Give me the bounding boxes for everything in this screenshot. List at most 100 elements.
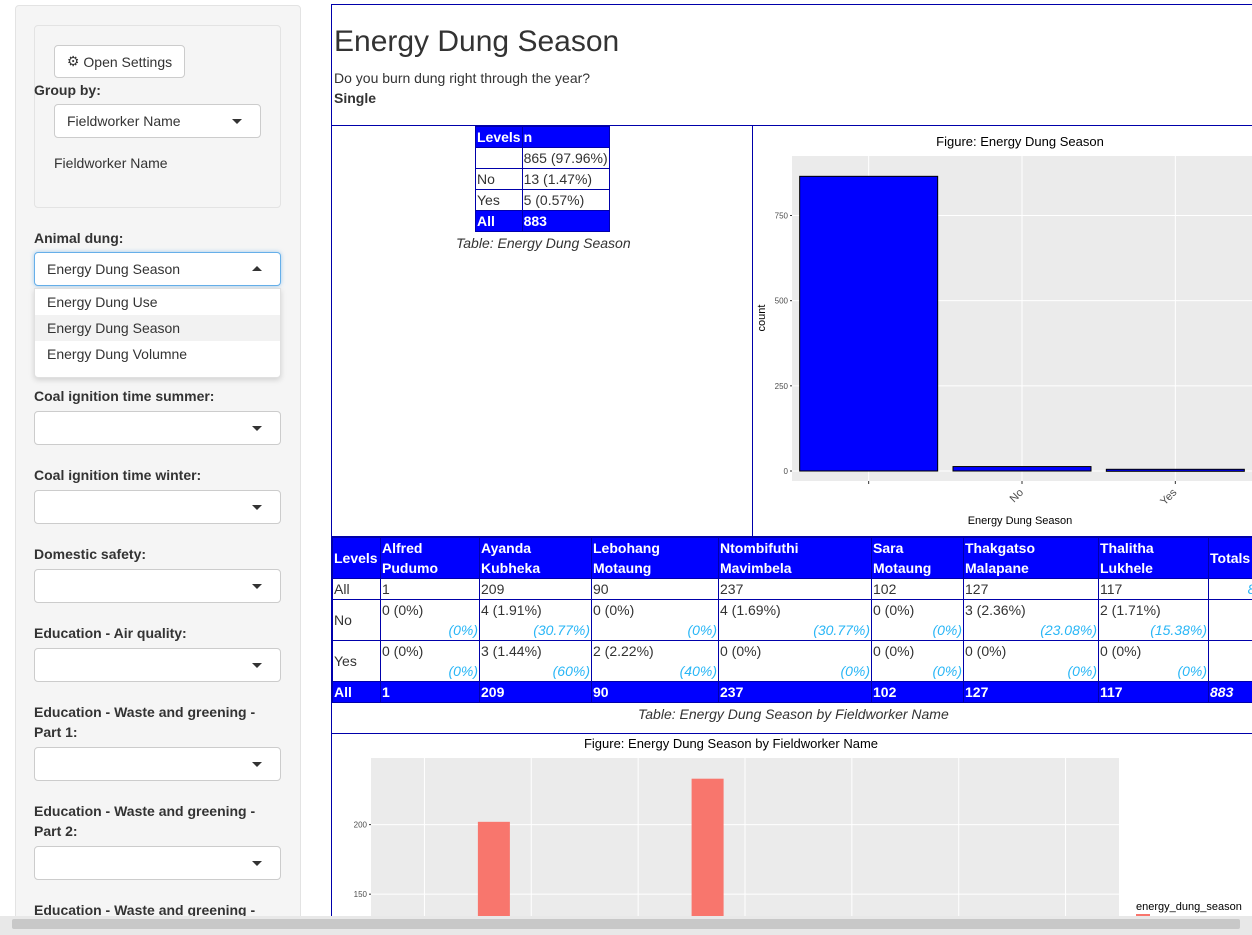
table-row: All 1 209 90 237 102 127 117 883 — [332, 578, 1252, 600]
header-cell: Lebohang Motaung — [591, 537, 719, 579]
value-cell: 1 — [380, 578, 480, 600]
divider — [332, 733, 1252, 734]
total-cell: 883 — [1208, 578, 1252, 600]
grouped-bar-chart: Figure: Energy Dung Season by Fieldworke… — [354, 736, 1242, 916]
domestic-safety-select[interactable] — [34, 569, 281, 603]
domestic-safety-label: Domestic safety: — [34, 546, 147, 562]
group-by-label: Group by: — [34, 82, 101, 98]
chevron-up-icon — [252, 266, 262, 271]
divider — [332, 125, 1252, 126]
main-panel: Energy Dung Season Do you burn dung righ… — [331, 4, 1252, 916]
page-title: Energy Dung Season — [334, 25, 620, 58]
chevron-down-icon — [252, 426, 262, 431]
chevron-down-icon — [252, 762, 262, 767]
animal-dung-dropdown: Energy Dung Use Energy Dung Season Energ… — [34, 288, 281, 378]
y-tick-label: 500 — [775, 297, 789, 306]
total-value: 237 — [718, 681, 872, 703]
animal-dung-select[interactable]: Energy Dung Season — [34, 252, 281, 286]
table-row: No 0 (0%) (0%) 4 (1.91%) (30.77%) 0 (0%) (0… — [332, 599, 1252, 641]
x-axis-label: Energy Dung Season — [968, 515, 1073, 527]
education-waste-3-label: Education - Waste and greening - — [34, 902, 256, 918]
value-cell: 0 (0%) (0%) — [1098, 640, 1209, 682]
total-label: All — [475, 210, 523, 232]
bar — [1105, 468, 1245, 472]
value-cell: 0 (0%) (0%) — [591, 599, 719, 641]
value-cell: 127 — [963, 578, 1099, 600]
level-cell: Yes — [332, 640, 381, 682]
total-value: 883 — [1208, 681, 1252, 703]
value-cell: 0 (0%) (0%) — [380, 640, 480, 682]
education-air-label: Education - Air quality: — [34, 625, 187, 641]
dropdown-option[interactable]: Energy Dung Volumne — [47, 346, 188, 362]
value-cell: 90 — [591, 578, 719, 600]
table-row: Yes 0 (0%) (0%) 3 (1.44%) (60%) 2 (2.22%)(… — [332, 640, 1252, 682]
coal-summer-select[interactable] — [34, 411, 281, 445]
divider — [332, 536, 1252, 537]
gear-icon: ⚙ — [66, 53, 80, 69]
level-cell: Yes — [475, 189, 523, 211]
y-tick-label: 750 — [775, 212, 789, 221]
education-air-select[interactable] — [34, 648, 281, 682]
dropdown-option[interactable]: Energy Dung Season — [35, 315, 280, 341]
x-tick-label: Yes — [1158, 486, 1180, 508]
horizontal-scrollbar[interactable] — [0, 916, 1252, 935]
value-cell: 117 — [1098, 578, 1209, 600]
table-row: 865 (97.96%) — [475, 147, 610, 169]
total-value: 209 — [479, 681, 592, 703]
y-tick-label: 0 — [784, 467, 789, 476]
value-cell: 4 (1.69%) (30.77%) — [718, 599, 872, 641]
sidebar: ⚙ Open Settings Group by: Fieldworker Na… — [15, 5, 301, 920]
bar — [952, 466, 1092, 472]
legend-key — [1136, 914, 1150, 916]
value-cell: 4 (1.91%) (30.77%) — [479, 599, 592, 641]
header-cell: Totals — [1208, 537, 1252, 579]
level-cell — [475, 147, 523, 169]
footer-row: All 1 209 90 237 102 127 117 883 — [332, 681, 1252, 703]
coal-winter-select[interactable] — [34, 490, 281, 524]
total-cell: 5 — [1208, 640, 1252, 682]
chart-title: Figure: Energy Dung Season by Fieldworke… — [584, 736, 878, 751]
value-cell: 3 (2.36%) (23.08%) — [963, 599, 1099, 641]
value-cell: 0 (0%) (0%) — [718, 640, 872, 682]
value-cell: 237 — [718, 578, 872, 600]
table-row: Yes 5 (0.57%) — [475, 189, 610, 211]
value-cell: 2 (1.71%) (15.38%) — [1098, 599, 1209, 641]
chevron-down-icon — [252, 663, 262, 668]
total-label: All — [332, 681, 381, 703]
header-cell: Sara Motaung — [871, 537, 964, 579]
value-cell: 209 — [479, 578, 592, 600]
open-settings-button[interactable]: ⚙ Open Settings — [54, 45, 185, 78]
header-cell: n — [521, 126, 610, 148]
cross-table-caption: Table: Energy Dung Season by Fieldworker… — [638, 706, 949, 722]
y-tick-label: 150 — [354, 890, 368, 899]
level-cell: All — [332, 578, 381, 600]
chart-title: Figure: Energy Dung Season — [936, 134, 1104, 149]
total-value: 117 — [1098, 681, 1209, 703]
y-tick-label: 200 — [354, 821, 368, 830]
bar — [799, 175, 939, 472]
chevron-down-icon — [252, 861, 262, 866]
y-tick-label: 250 — [775, 382, 789, 391]
value-cell: 13 (1.47%) — [521, 168, 610, 190]
value-cell: 2 (2.22%) (40%) — [591, 640, 719, 682]
legend-title: energy_dung_season — [1136, 901, 1242, 913]
education-waste-2-select[interactable] — [34, 846, 281, 880]
scrollbar-thumb[interactable] — [12, 919, 1240, 929]
question-type: Single — [334, 90, 377, 106]
question-text: Do you burn dung right through the year? — [334, 70, 591, 86]
value-cell: 5 (0.57%) — [521, 189, 610, 211]
education-waste-1-select[interactable] — [34, 747, 281, 781]
summary-table: Levels n 865 (97.96%) No 13 (1.47%) Yes … — [475, 126, 610, 232]
coal-summer-label: Coal ignition time summer: — [34, 388, 215, 404]
header-cell: Levels — [332, 537, 381, 579]
value-cell: 0 (0%) (0%) — [871, 640, 964, 682]
bar — [477, 821, 510, 916]
value-cell: 0 (0%) (0%) — [963, 640, 1099, 682]
settings-panel — [34, 25, 281, 208]
dropdown-option[interactable]: Energy Dung Use — [47, 294, 158, 310]
value-cell: 102 — [871, 578, 964, 600]
group-by-select[interactable]: Fieldworker Name — [54, 104, 261, 138]
chevron-down-icon — [232, 119, 242, 124]
y-axis-label: count — [756, 305, 768, 332]
level-cell: No — [475, 168, 523, 190]
